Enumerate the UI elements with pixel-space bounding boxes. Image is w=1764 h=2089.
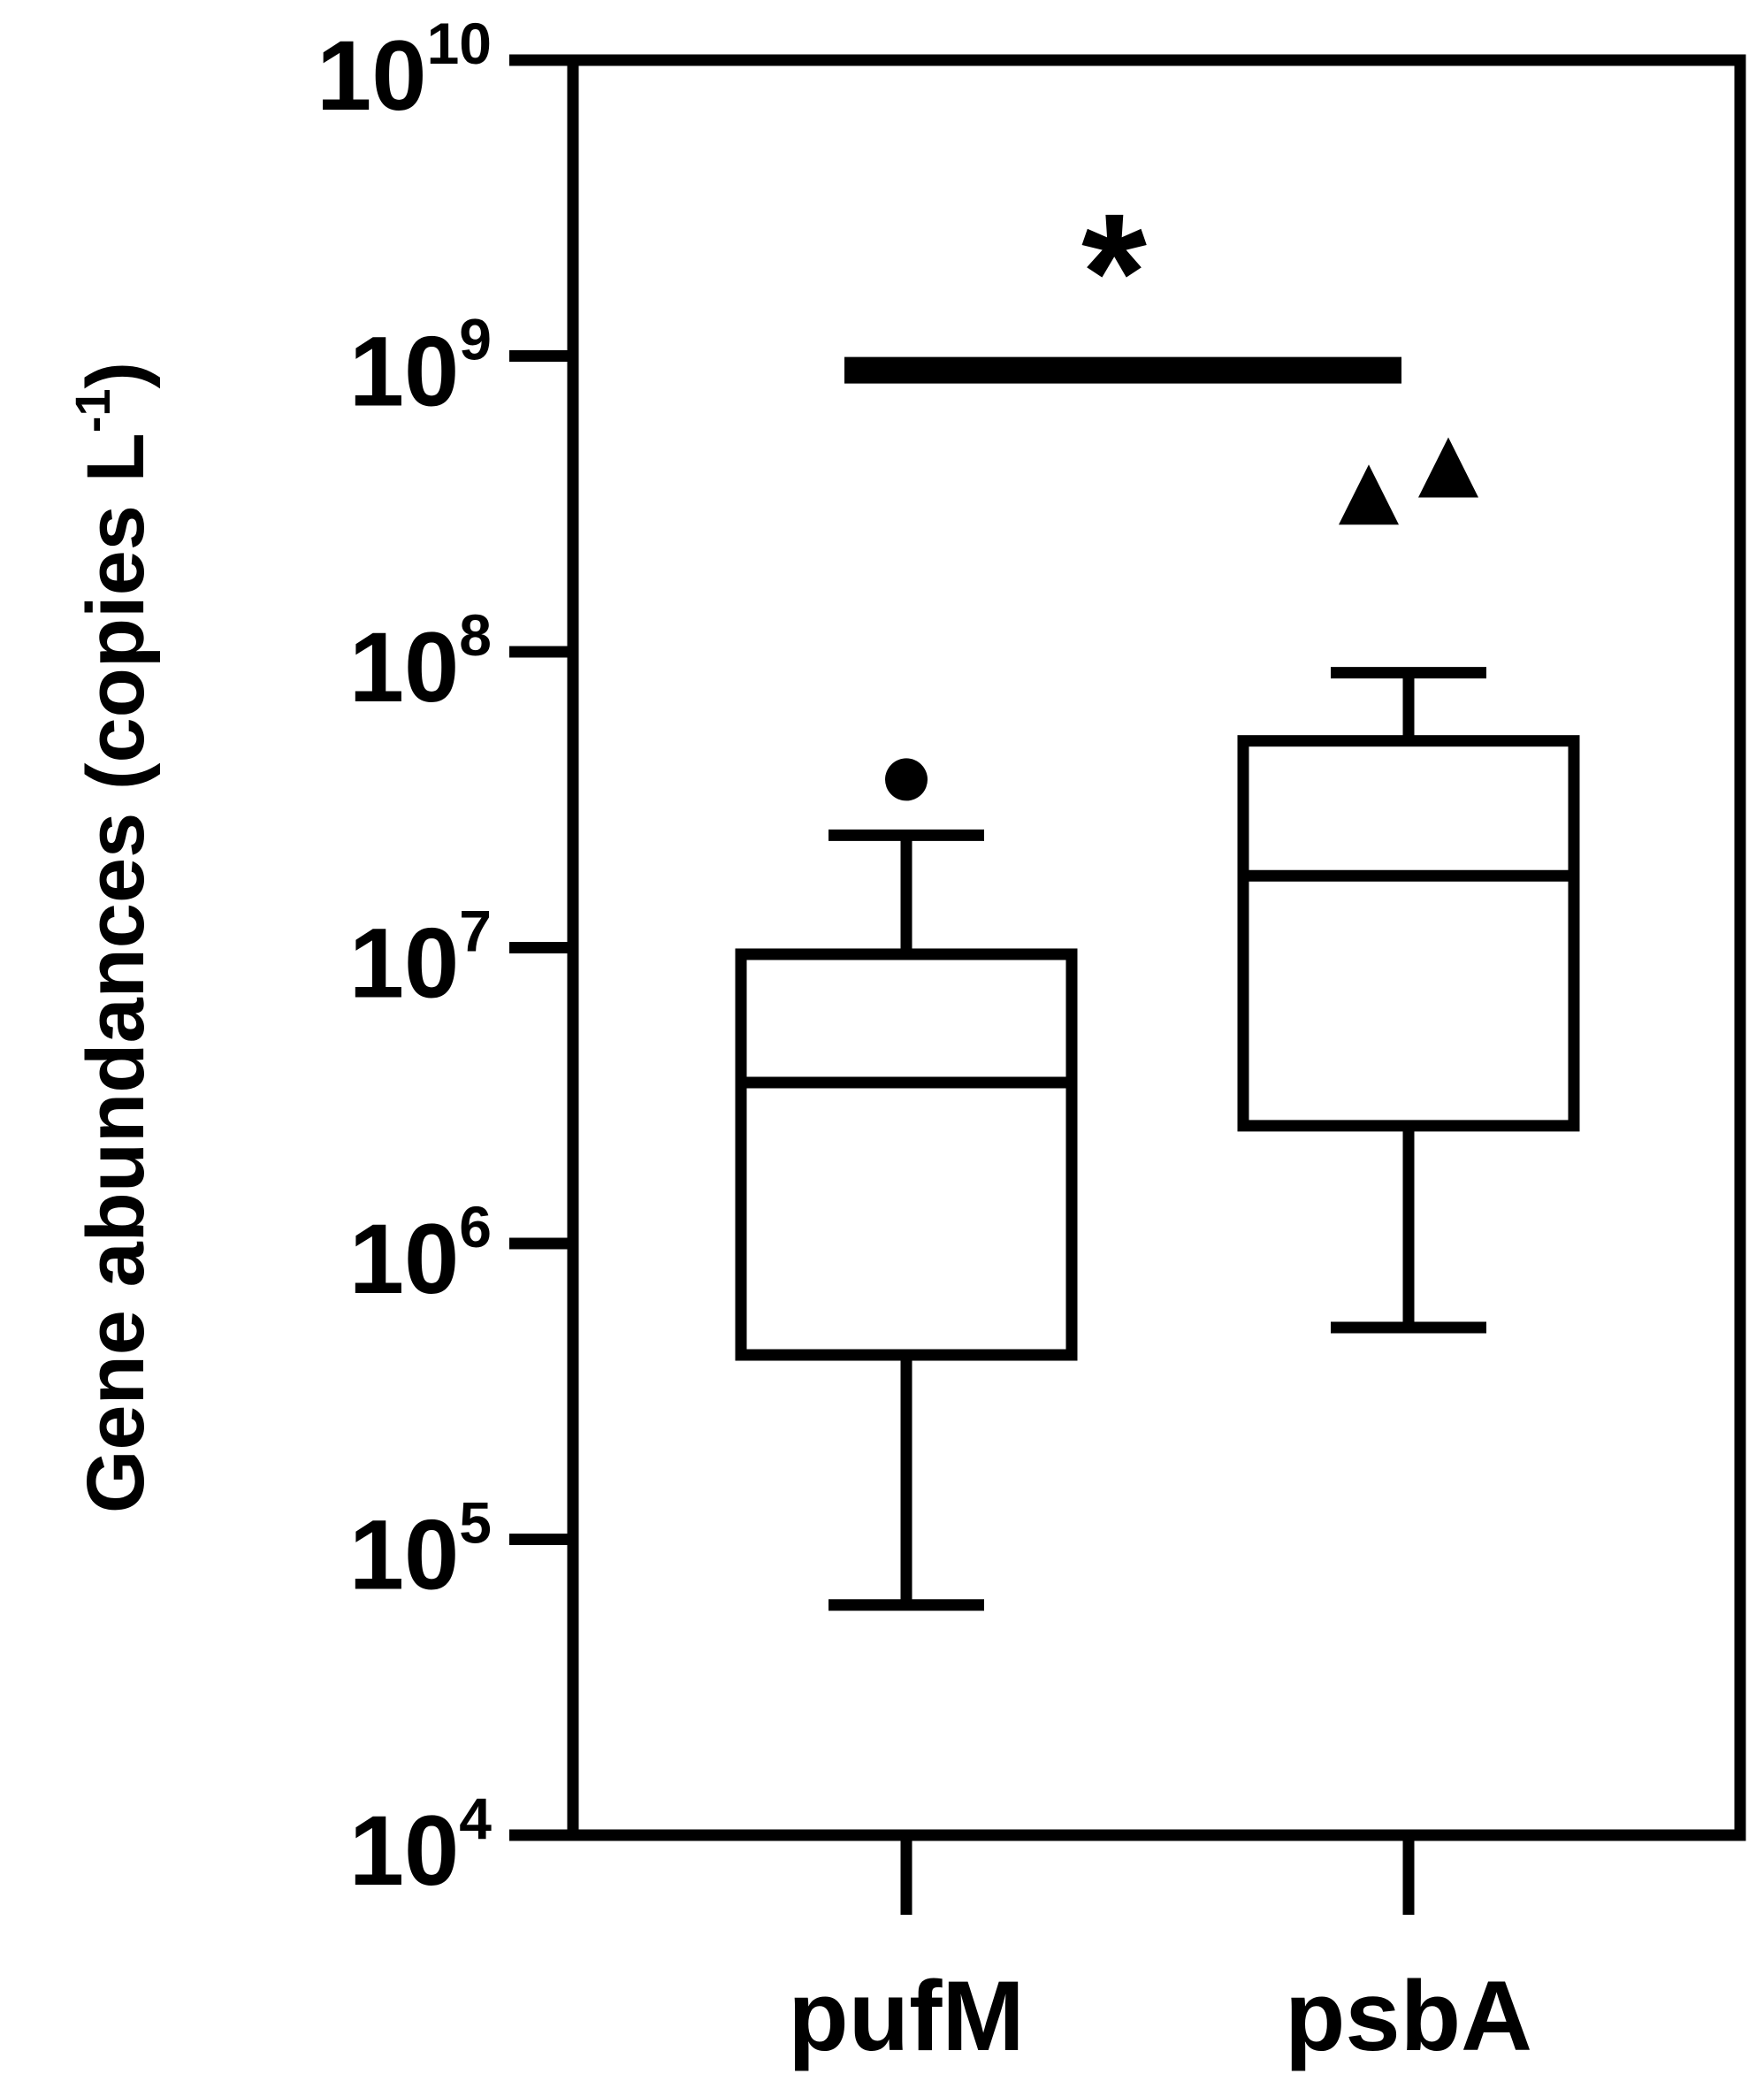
y-tick-label: 1010	[317, 11, 492, 131]
outlier-point	[1418, 437, 1478, 498]
y-axis-label-superscript: -1	[65, 388, 120, 432]
y-tick-label: 108	[349, 602, 492, 723]
y-axis-label: Gene abundances (copies L-1)	[65, 362, 161, 1513]
x-category-label: pufM	[788, 1961, 1024, 2071]
interquartile-box	[1237, 735, 1580, 1132]
y-tick-exponent: 6	[459, 1194, 492, 1259]
y-tick-label: 105	[349, 1490, 492, 1611]
box-pufM	[735, 758, 1078, 1611]
y-tick-base: 10	[349, 1795, 460, 1906]
y-tick-base: 10	[349, 612, 460, 723]
y-tick-exponent: 9	[459, 307, 492, 372]
box-psbA	[1237, 437, 1580, 1334]
y-tick-exponent: 5	[459, 1490, 492, 1556]
y-tick-exponent: 4	[459, 1786, 492, 1851]
y-tick-base: 10	[317, 20, 427, 131]
labels-layer: pufM psbA Gene abundances (copies L-1)	[65, 362, 1532, 2071]
y-tick-exponent: 8	[459, 602, 492, 668]
y-tick-label: 106	[349, 1194, 492, 1314]
y-tick-label: 107	[349, 899, 492, 1019]
y-tick-exponent: 7	[459, 899, 492, 964]
y-axis-label-text: Gene abundances (copies L	[71, 432, 161, 1513]
boxes-layer	[735, 437, 1580, 1611]
y-tick-exponent: 10	[427, 11, 492, 76]
y-tick-label: 104	[349, 1786, 493, 1906]
y-tick-base: 10	[349, 1500, 460, 1611]
significance-label: *	[1081, 180, 1147, 367]
outlier-point	[1339, 464, 1399, 525]
x-category-label: psbA	[1285, 1961, 1532, 2071]
y-axis-label-suffix: )	[71, 362, 161, 389]
interquartile-box	[735, 948, 1078, 1361]
y-tick-base: 10	[349, 908, 460, 1019]
y-tick-label: 109	[349, 307, 492, 427]
y-tick-base: 10	[349, 1204, 460, 1314]
outlier-point	[885, 758, 928, 801]
y-tick-base: 10	[349, 317, 460, 427]
significance-layer: *	[844, 180, 1401, 384]
